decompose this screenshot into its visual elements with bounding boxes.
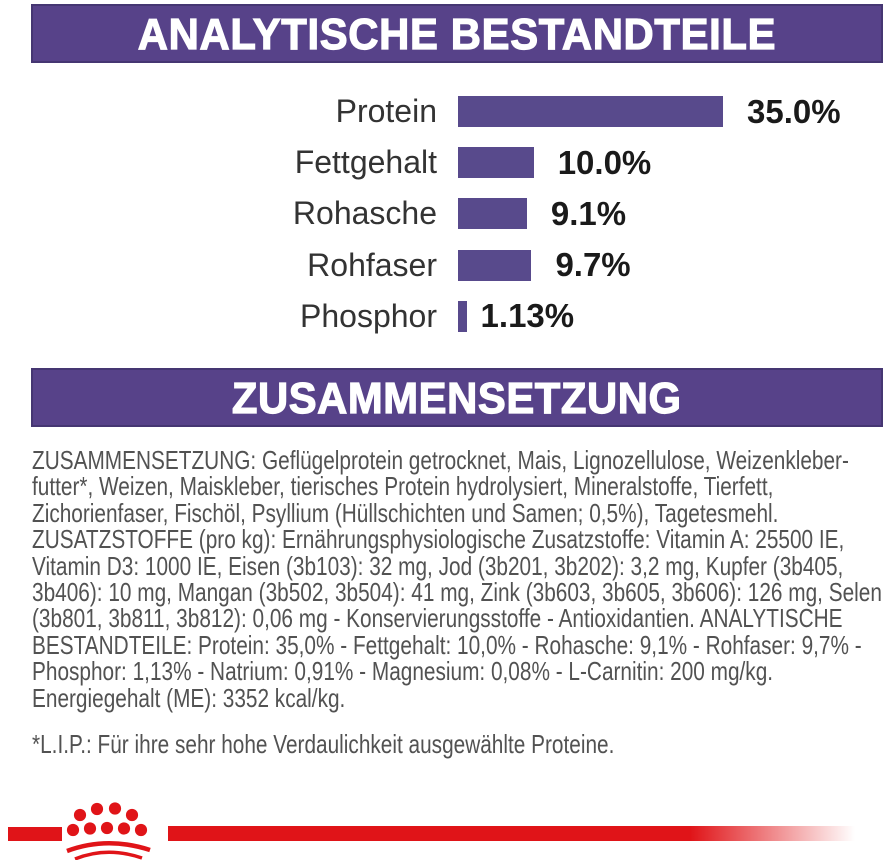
chart-row: Phosphor 1.13% xyxy=(0,291,888,342)
bar xyxy=(458,96,723,128)
chart-row: Protein 35.0% xyxy=(0,86,888,137)
lip-footnote: *L.I.P.: Für ihre sehr hohe Verdaulichke… xyxy=(32,729,615,759)
value-label: 9.7% xyxy=(555,246,631,284)
logo-left-bar xyxy=(8,827,62,841)
composition-title: ZUSAMMENSETZUNG xyxy=(232,373,682,423)
composition-banner: ZUSAMMENSETZUNG xyxy=(31,368,883,427)
chart-row: Rohfaser 9.7% xyxy=(0,240,888,291)
category-label: Protein xyxy=(335,93,437,130)
crown-arcs xyxy=(66,841,151,860)
bar xyxy=(458,249,532,281)
value-label: 35.0% xyxy=(747,92,841,130)
category-label: Fettgehalt xyxy=(294,144,437,181)
bar xyxy=(458,300,467,332)
bar xyxy=(458,147,534,179)
crown-dots xyxy=(66,802,148,837)
bar xyxy=(458,198,527,230)
value-label: 9.1% xyxy=(550,194,627,232)
category-label: Rohasche xyxy=(292,195,437,232)
category-label: Rohfaser xyxy=(307,246,437,283)
value-label: 10.0% xyxy=(557,143,652,181)
chart-row: Fettgehalt 10.0% xyxy=(0,137,888,188)
analytical-components-title: ANALYTISCHE BESTANDTEILE xyxy=(137,9,777,59)
bar-chart: Protein 35.0% Fettgehalt 10.0% Rohasche 9.1% R… xyxy=(0,86,888,342)
analytical-components-banner: ANALYTISCHE BESTANDTEILE xyxy=(31,4,883,63)
chart-row: Rohasche 9.1% xyxy=(0,188,888,239)
logo-right-bar xyxy=(168,826,855,841)
category-label: Phosphor xyxy=(300,297,437,334)
composition-text: ZUSAMMENSETZUNG: Geflügelprotein getrock… xyxy=(32,445,882,713)
royal-canin-crown-logo xyxy=(8,802,855,860)
value-label: 1.13% xyxy=(480,297,575,335)
